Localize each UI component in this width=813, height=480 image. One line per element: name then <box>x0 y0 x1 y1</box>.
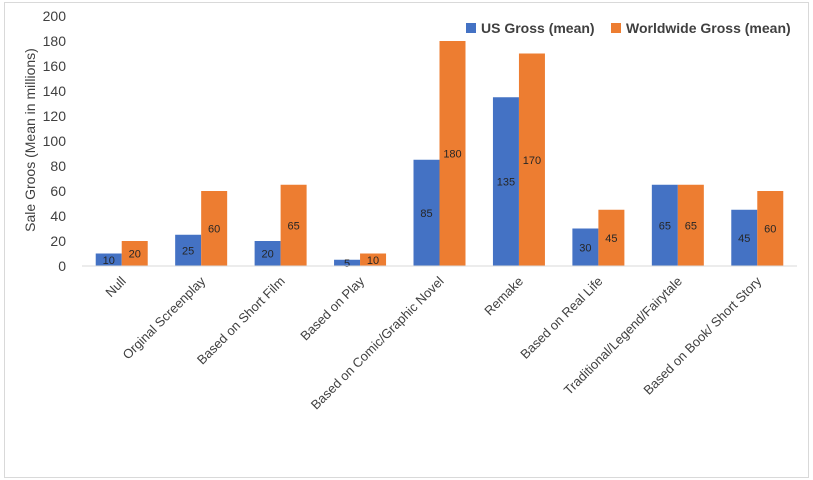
bar-us <box>651 184 678 266</box>
y-tick-label: 200 <box>43 8 67 24</box>
legend-label: US Gross (mean) <box>481 20 595 36</box>
x-category-label: Based on Short Film <box>194 274 288 368</box>
bar-worldwide <box>121 241 148 266</box>
data-label: 65 <box>287 220 299 232</box>
data-label: 45 <box>605 233 617 245</box>
bar-worldwide <box>280 184 307 266</box>
data-label: 10 <box>103 255 115 267</box>
data-labels: 10 20 25 60 20 65 5 10 85 180 135 170 30 45 65 65 45 60 <box>103 149 777 270</box>
x-category-label: Based on Comic/Graphic Novel <box>308 273 447 412</box>
y-tick-label: 60 <box>50 183 66 199</box>
y-tick-label: 20 <box>50 233 66 249</box>
x-category-label: Remake <box>481 274 526 319</box>
x-category-label: Null <box>102 273 129 300</box>
x-category-label: Based on Real Life <box>517 274 605 362</box>
bar-worldwide <box>439 41 466 266</box>
bar-worldwide <box>677 184 704 266</box>
data-label: 5 <box>344 258 350 270</box>
legend: US Gross (mean) Worldwide Gross (mean) <box>466 20 791 36</box>
data-label: 30 <box>579 242 591 254</box>
data-label: 135 <box>497 177 515 189</box>
x-category-label: Based on Play <box>297 273 367 343</box>
bar-us <box>731 209 758 266</box>
bar-us <box>413 159 440 266</box>
bars <box>95 41 784 266</box>
x-category-label: Orginal Screenplay <box>120 273 209 362</box>
legend-label: Worldwide Gross (mean) <box>626 20 791 36</box>
data-label: 85 <box>420 208 432 220</box>
data-label: 60 <box>208 224 220 236</box>
bar-us <box>254 241 281 266</box>
data-label: 65 <box>659 220 671 232</box>
data-label: 60 <box>764 224 776 236</box>
y-tick-label: 140 <box>43 83 67 99</box>
y-tick-label: 120 <box>43 108 67 124</box>
bar-worldwide <box>201 191 228 266</box>
y-tick-label: 40 <box>50 208 66 224</box>
bar-worldwide <box>598 209 625 266</box>
data-label: 180 <box>443 149 461 161</box>
bar-us <box>572 228 599 266</box>
y-tick-label: 100 <box>43 133 67 149</box>
y-axis-label: Sale Groos (Mean in millions) <box>22 48 38 232</box>
bar-worldwide <box>757 191 784 266</box>
legend-swatch <box>466 23 476 33</box>
y-tick-label: 160 <box>43 58 67 74</box>
data-label: 20 <box>261 249 273 261</box>
data-label: 65 <box>685 220 697 232</box>
data-label: 20 <box>129 249 141 261</box>
bar-us <box>334 259 361 266</box>
y-axis-ticks: 0 20 40 60 80 100 120 140 160 180 200 <box>43 8 67 274</box>
bar-worldwide <box>518 53 545 266</box>
data-label: 45 <box>738 233 750 245</box>
y-tick-label: 180 <box>43 33 67 49</box>
y-tick-label: 80 <box>50 158 66 174</box>
bar-us <box>492 97 519 266</box>
bar-worldwide <box>360 253 387 266</box>
legend-swatch <box>611 23 621 33</box>
bar-us <box>95 253 122 266</box>
data-label: 170 <box>523 155 541 167</box>
bar-us <box>175 234 202 266</box>
y-tick-label: 0 <box>58 258 66 274</box>
data-label: 25 <box>182 245 194 257</box>
data-label: 10 <box>367 255 379 267</box>
